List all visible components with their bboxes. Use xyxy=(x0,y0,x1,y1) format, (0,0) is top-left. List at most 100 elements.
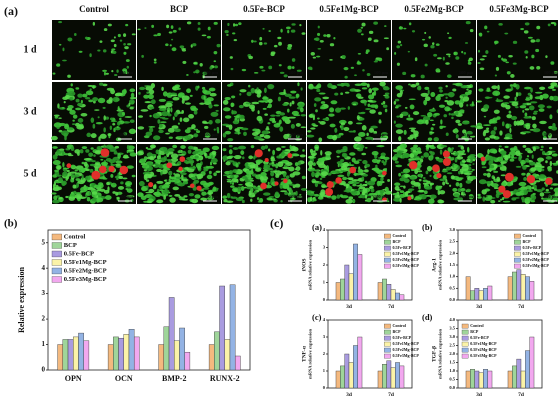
cell xyxy=(181,109,184,114)
cell xyxy=(481,189,487,195)
cell xyxy=(148,126,156,128)
cell xyxy=(396,62,400,66)
cell xyxy=(531,186,535,190)
legend-swatch xyxy=(384,245,391,251)
cell xyxy=(193,62,198,65)
cell xyxy=(364,101,367,106)
cell xyxy=(63,167,70,170)
cell xyxy=(231,182,235,186)
cell xyxy=(503,102,510,105)
cell xyxy=(260,145,266,151)
cell xyxy=(411,30,416,33)
cell xyxy=(429,108,437,113)
cell xyxy=(250,87,256,94)
cell xyxy=(237,186,242,189)
cell xyxy=(248,155,254,160)
cell xyxy=(231,110,238,115)
cell xyxy=(477,193,481,197)
cell xyxy=(396,92,403,98)
legend-label: BCP xyxy=(393,329,402,334)
cell xyxy=(69,109,76,115)
cell xyxy=(311,153,316,157)
cell xyxy=(307,130,312,133)
cell xyxy=(435,68,441,73)
cell xyxy=(156,180,164,184)
scale-bar-label: 100 μm xyxy=(119,194,133,199)
cell xyxy=(432,123,436,126)
cell xyxy=(228,124,233,130)
micrograph: 100 μm xyxy=(136,144,221,204)
cell xyxy=(145,131,153,137)
cell xyxy=(426,165,433,172)
cell xyxy=(487,148,490,155)
cell xyxy=(492,90,501,96)
cell xyxy=(67,90,76,97)
cell xyxy=(463,172,472,176)
row-label: 5 d xyxy=(23,168,37,179)
cell xyxy=(107,133,112,137)
cell xyxy=(178,196,182,199)
cell xyxy=(438,199,445,204)
cell xyxy=(54,171,60,176)
cell xyxy=(173,178,181,184)
cell xyxy=(418,178,422,182)
cell xyxy=(190,162,194,167)
cell xyxy=(230,185,235,188)
cell xyxy=(82,93,88,98)
cell xyxy=(361,87,368,90)
cell xyxy=(510,180,514,185)
x-tick-label: 3d xyxy=(476,392,482,398)
cell xyxy=(308,113,314,118)
cell xyxy=(320,101,326,104)
cell xyxy=(342,161,350,167)
dead-cell xyxy=(502,190,511,199)
cell xyxy=(232,147,239,150)
cell xyxy=(71,123,76,126)
cell xyxy=(202,147,210,153)
cell xyxy=(468,57,473,62)
cell xyxy=(493,170,499,173)
cell xyxy=(58,21,63,24)
cell xyxy=(129,107,134,110)
cell xyxy=(206,174,213,180)
cell xyxy=(203,90,212,95)
bar xyxy=(174,340,180,371)
cell xyxy=(229,56,233,59)
row-label: 1 d xyxy=(23,44,37,55)
legend-swatch xyxy=(384,353,391,359)
cell xyxy=(383,37,389,40)
cell xyxy=(77,117,84,123)
cell xyxy=(159,116,166,119)
cell xyxy=(102,83,108,87)
cell xyxy=(384,108,388,113)
cell xyxy=(148,127,154,133)
cell xyxy=(153,34,158,37)
cell xyxy=(361,22,366,27)
cell xyxy=(352,183,357,187)
cell xyxy=(289,144,292,150)
cell xyxy=(233,174,239,178)
cell xyxy=(549,160,553,167)
cell xyxy=(317,117,320,120)
cell xyxy=(459,102,464,108)
cell xyxy=(394,160,399,164)
y-tick-label: 1.5 xyxy=(449,360,455,365)
cell xyxy=(194,155,199,159)
cell xyxy=(340,159,345,163)
cell xyxy=(424,31,427,35)
dead-cell xyxy=(66,163,72,169)
cell xyxy=(233,154,242,160)
cell xyxy=(497,84,500,91)
cell xyxy=(459,150,465,154)
cell xyxy=(172,186,179,191)
bar xyxy=(386,284,392,301)
cell xyxy=(505,61,509,64)
cell xyxy=(327,83,333,89)
cell xyxy=(122,121,131,124)
cell xyxy=(381,102,384,105)
cell xyxy=(422,176,426,180)
cell xyxy=(528,105,535,111)
cell xyxy=(430,91,436,98)
cell xyxy=(88,191,92,196)
cell xyxy=(247,177,254,180)
